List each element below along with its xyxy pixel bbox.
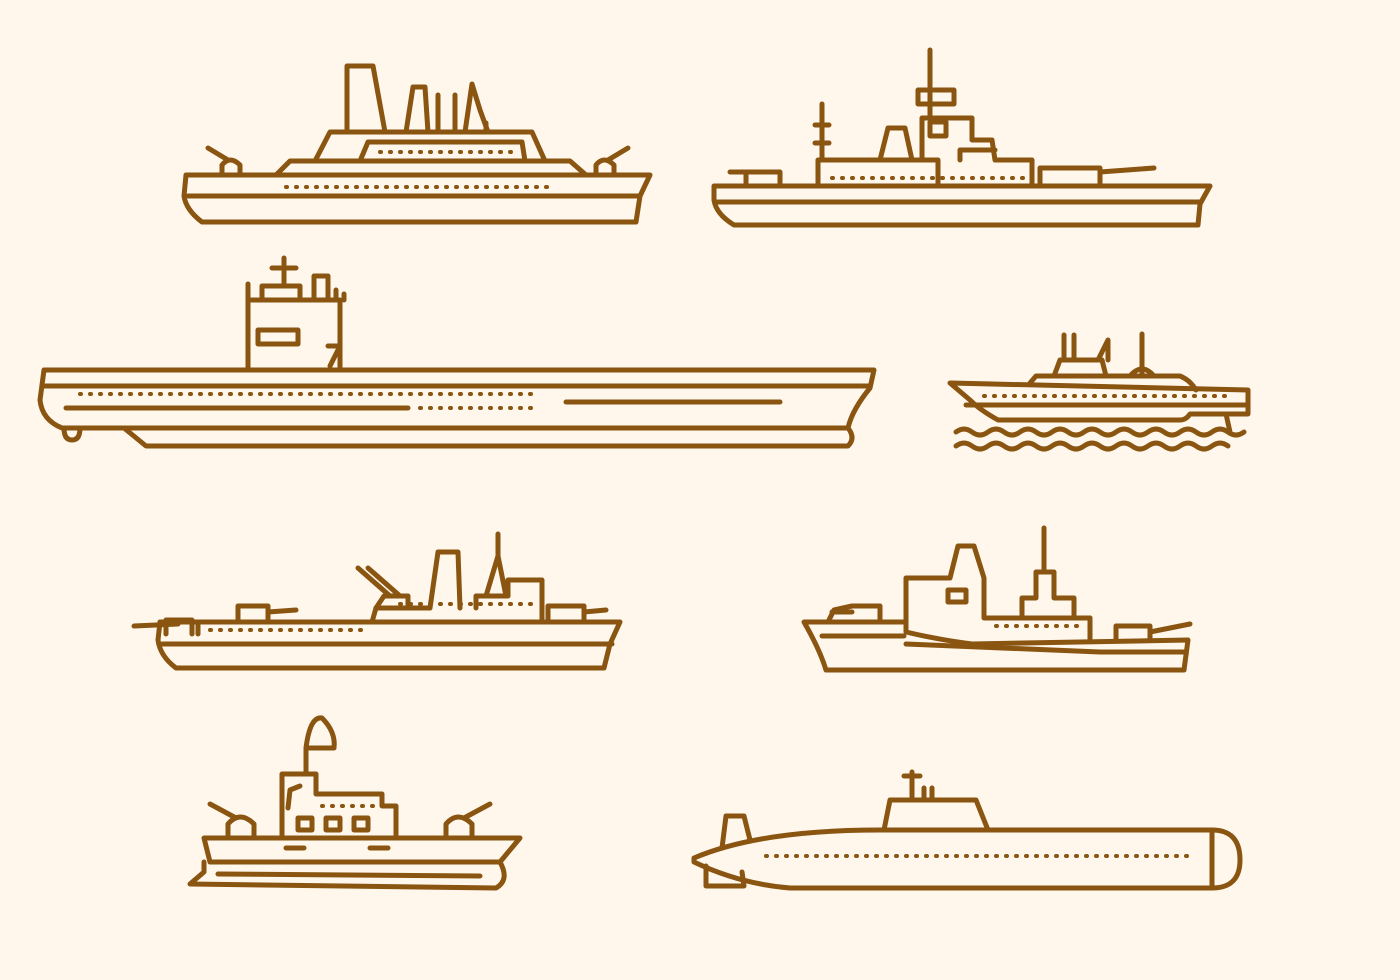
submarine-icon [691, 769, 1243, 891]
frigate-icon [801, 525, 1193, 673]
aircraft-carrier-icon [37, 255, 877, 449]
destroyer-icon [131, 531, 623, 671]
cruiser-icon [181, 63, 653, 225]
patrol-boat-icon [947, 331, 1251, 452]
gunboat-icon [187, 715, 523, 891]
battleship-icon [711, 47, 1213, 228]
